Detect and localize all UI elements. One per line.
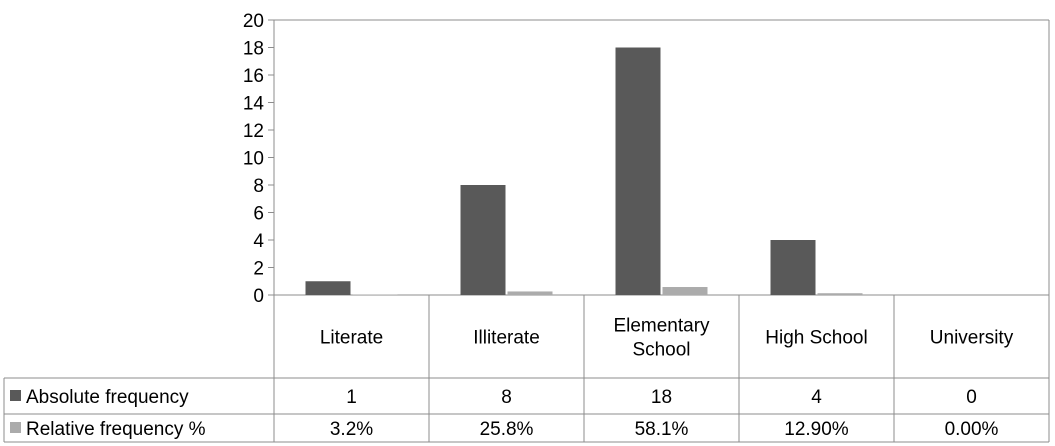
bars — [305, 47, 863, 295]
y-tick-label: 16 — [243, 66, 264, 87]
data-label: 3.2% — [330, 419, 373, 440]
plot-frame — [3, 19, 1050, 443]
bar-relative-frequency — [817, 293, 863, 295]
legend-key-absolute — [10, 390, 21, 401]
y-tick-label: 12 — [243, 121, 264, 142]
data-label: 58.1% — [635, 419, 689, 440]
y-tick-label: 4 — [253, 231, 264, 252]
category-label: University — [930, 328, 1014, 349]
y-tick-label: 10 — [243, 149, 264, 170]
y-tick-label: 6 — [253, 204, 264, 225]
legend-key-relative — [10, 422, 21, 433]
data-label: 0.00% — [945, 419, 999, 440]
bar-absolute-frequency — [770, 240, 816, 295]
data-label: 25.8% — [480, 419, 534, 440]
bar-absolute-frequency — [615, 47, 661, 295]
y-tick-label: 0 — [253, 286, 264, 307]
y-tick-label: 2 — [253, 259, 264, 280]
bar-relative-frequency — [662, 287, 708, 295]
data-table: Literate Illiterate Elementary School High S… — [10, 316, 1014, 440]
category-label: Literate — [320, 328, 383, 349]
data-label: 8 — [501, 387, 512, 408]
data-label: 4 — [811, 387, 822, 408]
bar-absolute-frequency — [305, 281, 351, 295]
data-label: 0 — [966, 387, 977, 408]
series-name-label: Absolute frequency — [26, 387, 189, 408]
bar-absolute-frequency — [460, 185, 506, 295]
category-label: Elementary — [613, 316, 710, 337]
y-axis: 0 2 4 6 8 10 12 14 16 18 20 — [243, 11, 274, 307]
bar-relative-frequency — [507, 291, 553, 295]
y-tick-label: 8 — [253, 176, 264, 197]
data-label: 1 — [346, 387, 357, 408]
category-label: High School — [765, 328, 867, 349]
data-label: 12.90% — [784, 419, 849, 440]
y-tick-label: 14 — [243, 94, 265, 115]
category-label: Illiterate — [473, 328, 540, 349]
y-tick-label: 18 — [243, 39, 264, 60]
y-tick-label: 20 — [243, 11, 264, 32]
category-label: School — [632, 340, 690, 361]
data-label: 18 — [651, 387, 672, 408]
series-name-label: Relative frequency % — [26, 419, 206, 440]
